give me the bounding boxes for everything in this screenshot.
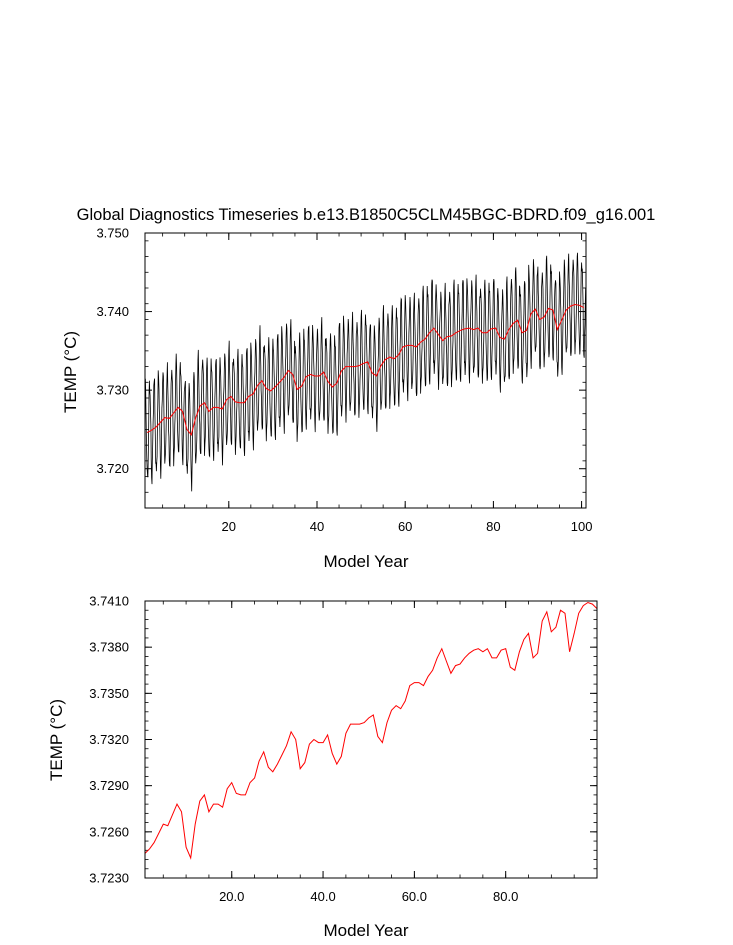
- x-tick-label: 40.0: [310, 889, 335, 904]
- y-tick-label: 3.750: [96, 226, 129, 241]
- y-tick-label: 3.7320: [89, 732, 129, 747]
- y-tick-label: 3.7230: [89, 871, 129, 886]
- y-axis-title: TEMP (°C): [47, 699, 66, 781]
- annual-mean-line: [144, 601, 598, 860]
- plot-series: [144, 601, 598, 860]
- plot-frame: [144, 600, 598, 879]
- y-axis-title: TEMP (°C): [61, 331, 80, 413]
- x-axis-title: Model Year: [323, 921, 408, 940]
- x-tick-label: 40: [310, 519, 324, 534]
- x-tick-label: 80: [486, 519, 500, 534]
- bottom-chart: Model Year TEMP (°C) 20.0 40.0 60.0 80.0 3.7…: [47, 594, 598, 940]
- monthly-temperature-line: [144, 252, 586, 492]
- y-tick-label: 3.7350: [89, 686, 129, 701]
- y-tick-label: 3.7380: [89, 640, 129, 655]
- y-tick-label: 3.7290: [89, 778, 129, 793]
- x-tick-label: 20.0: [219, 889, 244, 904]
- chart-title: Global Diagnostics Timeseries b.e13.B185…: [77, 206, 656, 224]
- plot-frame: [144, 232, 587, 509]
- x-axis-title: Model Year: [323, 552, 408, 571]
- x-tick-label: 60: [398, 519, 412, 534]
- y-tick-label: 3.740: [96, 304, 129, 319]
- y-tick-label: 3.720: [96, 461, 129, 476]
- x-tick-label: 20: [222, 519, 236, 534]
- x-tick-label: 100: [571, 519, 593, 534]
- axis-ticks: 20 40 60 80 100 3.720 3.730 3.740 3.750: [96, 226, 592, 535]
- top-chart: Global Diagnostics Timeseries b.e13.B185…: [61, 206, 655, 571]
- y-tick-label: 3.7260: [89, 824, 129, 839]
- y-tick-label: 3.7410: [89, 594, 129, 609]
- y-tick-label: 3.730: [96, 383, 129, 398]
- x-tick-label: 60.0: [402, 889, 427, 904]
- plot-series: [144, 252, 586, 492]
- x-tick-label: 80.0: [493, 889, 518, 904]
- annual-mean-line: [146, 303, 585, 436]
